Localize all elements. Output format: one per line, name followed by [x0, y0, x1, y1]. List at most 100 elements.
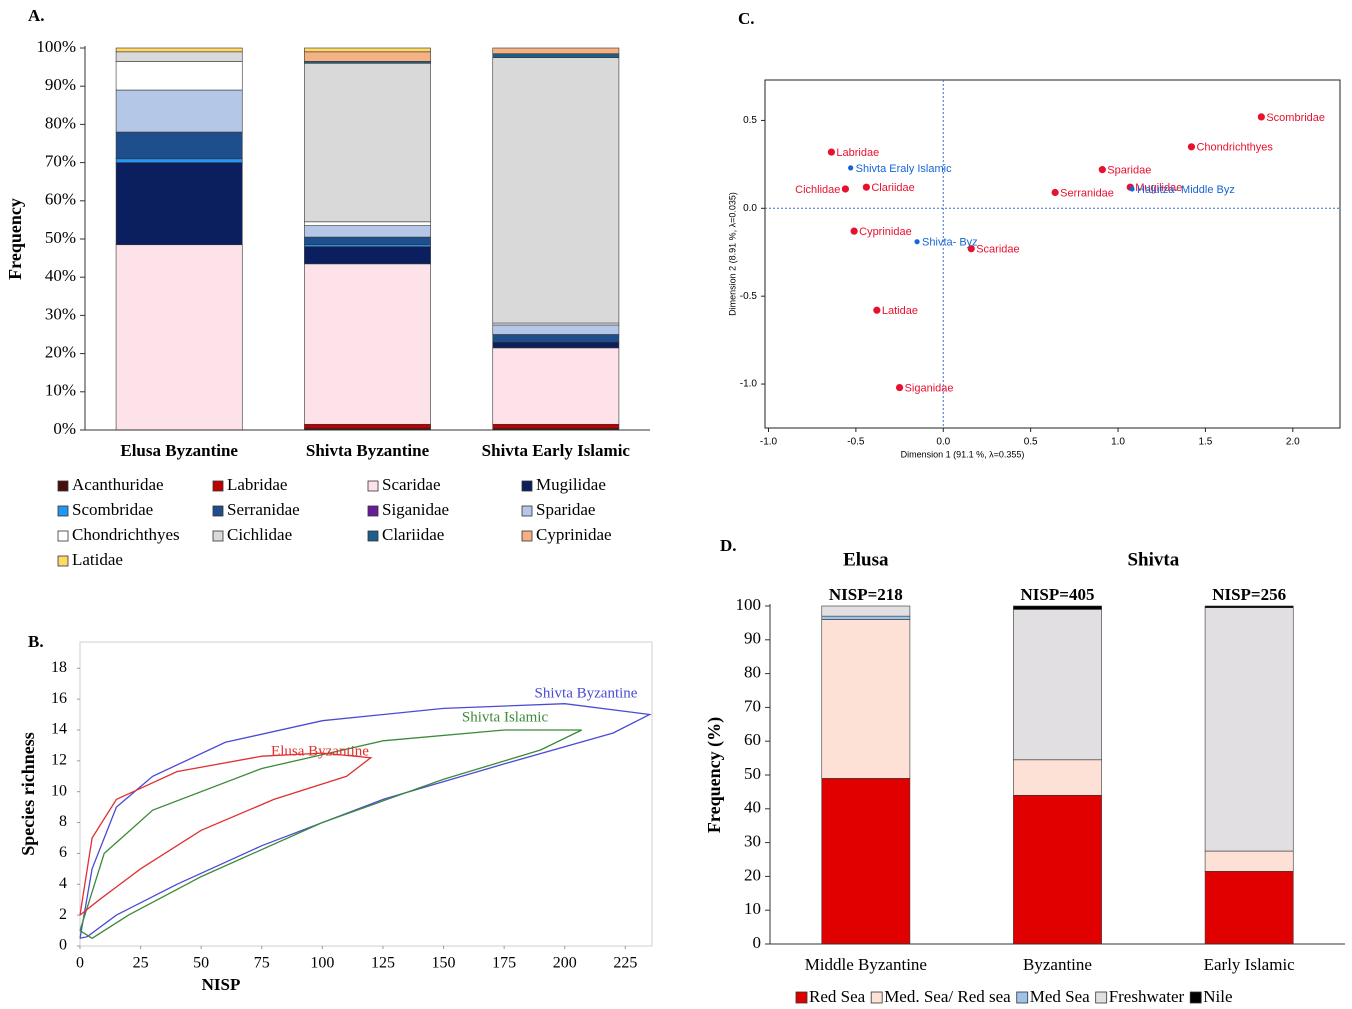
- legend-swatch: [212, 530, 224, 542]
- panel-label: D.: [720, 536, 737, 555]
- bar-segment: [492, 341, 620, 349]
- y-tick-label: -0.5: [740, 291, 758, 302]
- bar-segment: [492, 334, 620, 343]
- legend-label: Labridae: [227, 475, 287, 494]
- point: [1257, 113, 1265, 121]
- point: [895, 383, 904, 392]
- legend-swatch: [521, 480, 533, 492]
- point-label: Siganidae: [905, 382, 954, 394]
- legend-label: Latidae: [72, 550, 123, 569]
- x-tick-label: 50: [193, 955, 209, 972]
- bar-segment: [304, 221, 431, 226]
- legend-label: Scaridae: [382, 475, 441, 494]
- bar-segment: [1204, 871, 1294, 945]
- point: [873, 306, 881, 314]
- curve: [79, 703, 652, 939]
- y-tick-label: 100: [736, 595, 762, 614]
- y-tick-label: 20%: [45, 343, 76, 362]
- point: [1129, 186, 1135, 192]
- point-label: Chondrichthyes: [1196, 142, 1273, 154]
- legend-swatch: [1095, 991, 1108, 1004]
- point-label: Scaridae: [976, 244, 1019, 256]
- x-tick-label: 225: [613, 955, 637, 972]
- legend-swatch: [212, 480, 224, 492]
- y-tick-label: 30%: [45, 304, 76, 323]
- legend-label: Med. Sea/ Red sea: [884, 987, 1011, 1006]
- bar-segment: [1204, 850, 1294, 872]
- panel-label: B.: [28, 632, 44, 651]
- bar-segment: [304, 423, 431, 429]
- annotation: NISP=218: [829, 585, 903, 604]
- y-tick-label: 40%: [45, 266, 76, 285]
- bar-segment: [821, 778, 911, 945]
- y-axis-label: Frequency (%): [704, 717, 725, 833]
- bar-segment: [492, 324, 620, 335]
- point-label: Clariidae: [871, 182, 914, 194]
- legend-swatch: [367, 530, 379, 542]
- bar-segment: [115, 158, 243, 163]
- point-label: Latidae: [882, 305, 918, 317]
- y-tick-label: 2: [59, 906, 67, 923]
- x-tick-label: 0.0: [936, 437, 950, 448]
- bar-segment: [1204, 607, 1294, 852]
- panel-label: C.: [738, 9, 755, 28]
- x-tick-label: 100: [310, 955, 334, 972]
- bar-segment: [115, 61, 243, 91]
- y-tick-label: 0: [753, 933, 762, 952]
- y-tick-label: 10%: [45, 381, 76, 400]
- y-tick-label: 100%: [36, 37, 76, 56]
- curve: [79, 729, 582, 940]
- legend-swatch: [1016, 991, 1029, 1004]
- y-tick-label: 0%: [53, 419, 76, 438]
- legend-label: Acanthuridae: [72, 475, 164, 494]
- legend-swatch: [57, 480, 69, 492]
- legend-swatch: [57, 530, 69, 542]
- legend-swatch: [521, 530, 533, 542]
- series-label: Shivta Islamic: [462, 709, 549, 725]
- bar-segment: [115, 162, 243, 246]
- y-tick-label: 90%: [45, 75, 76, 94]
- point-label: Cyprinidae: [859, 226, 912, 238]
- plot-frame: [79, 641, 653, 947]
- bar-segment: [1013, 759, 1102, 796]
- x-tick-label: 200: [553, 955, 577, 972]
- point-label: Shivta Eraly Islamic: [856, 163, 952, 175]
- y-tick-label: 6: [59, 844, 67, 861]
- group-label: Elusa: [843, 549, 889, 570]
- y-tick-label: 90: [744, 629, 761, 648]
- group-label: Shivta: [1127, 549, 1179, 570]
- y-axis-label: Dimension 2 (8.91 %, λ=0.035): [727, 192, 737, 316]
- bar-segment: [304, 263, 431, 425]
- x-tick-label: 150: [432, 955, 456, 972]
- bar-segment: [115, 131, 243, 160]
- bar-segment: [821, 619, 911, 779]
- bar-segment: [115, 89, 243, 133]
- point: [827, 148, 836, 156]
- x-tick-label: 0: [76, 955, 84, 972]
- legend-label: Scombridae: [72, 500, 153, 519]
- legend-label: Cyprinidae: [536, 525, 612, 544]
- y-tick-label: 18: [51, 659, 67, 676]
- x-tick-label: Middle Byzantine: [805, 955, 927, 974]
- y-tick-label: 0.0: [743, 203, 757, 214]
- x-tick-label: 1.0: [1111, 437, 1125, 448]
- x-tick-label: 125: [371, 955, 395, 972]
- bar-segment: [821, 615, 911, 620]
- bar-segment: [115, 51, 243, 62]
- y-tick-label: 8: [59, 813, 67, 830]
- legend-label: Med Sea: [1030, 987, 1090, 1006]
- x-tick-label: Early Islamic: [1204, 955, 1296, 974]
- plot-frame: [764, 79, 1341, 429]
- bar-segment: [492, 53, 620, 58]
- y-tick-label: 0: [59, 937, 67, 954]
- y-tick-label: 14: [51, 721, 67, 738]
- legend-label: Cichlidae: [227, 525, 292, 544]
- y-tick-label: 10: [51, 782, 67, 799]
- curve: [79, 752, 373, 916]
- point-label: Scombridae: [1266, 112, 1325, 124]
- x-tick-label: -0.5: [847, 437, 865, 448]
- panel-label: A.: [28, 6, 45, 25]
- x-tick-label: -1.0: [760, 437, 778, 448]
- bar-segment: [115, 47, 243, 53]
